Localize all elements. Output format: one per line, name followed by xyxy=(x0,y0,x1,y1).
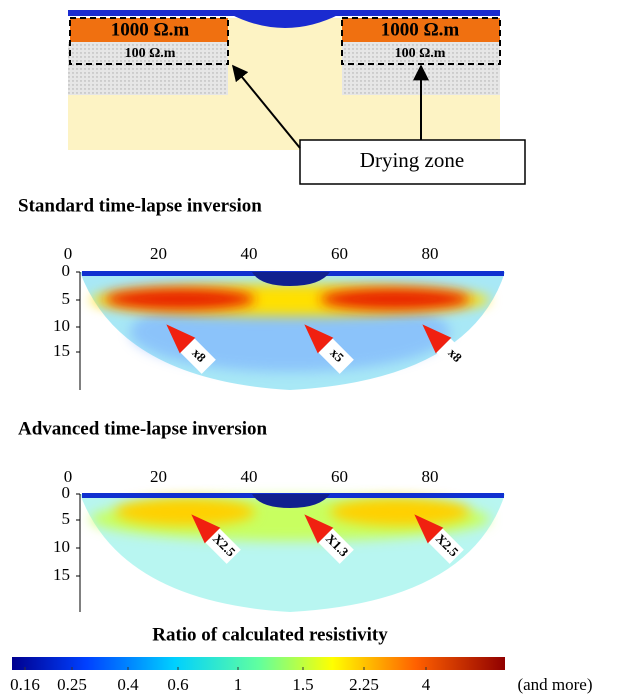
marker-tail xyxy=(436,338,472,374)
y-tick-label: 0 xyxy=(62,483,71,502)
anomaly xyxy=(115,498,255,526)
anomaly xyxy=(330,498,470,526)
schematic: 1000 Ω.m 1000 Ω.m 100 Ω.m 100 Ω.m Drying… xyxy=(68,10,526,185)
x-tick-label: 20 xyxy=(150,467,167,486)
colorbar-label: 0.25 xyxy=(57,675,87,694)
marker-tail xyxy=(180,338,216,374)
y-tick-label: 5 xyxy=(62,509,71,528)
marker-tail xyxy=(428,528,464,564)
callout-label: Drying zone xyxy=(360,148,464,172)
x-tick-label: 0 xyxy=(64,244,73,263)
x-tick-label: 20 xyxy=(150,244,167,263)
panels: Standard time-lapse inversion 0 20 40 60 80 0 5… xyxy=(18,195,505,612)
inversion-section xyxy=(79,493,505,612)
marker-head xyxy=(166,324,196,354)
colorbar-label: 4 xyxy=(422,675,431,694)
ratio-marker: x8 xyxy=(422,324,472,374)
marker-head xyxy=(191,514,221,544)
marker-head xyxy=(422,324,452,354)
marker-tail xyxy=(205,528,241,564)
inversion-section xyxy=(79,271,505,390)
y-tick-label: 15 xyxy=(53,565,70,584)
x-tick-label: 0 xyxy=(64,467,73,486)
colorbar-label: 0.4 xyxy=(117,675,139,694)
marker-tail xyxy=(318,338,354,374)
y-tick-label: 10 xyxy=(53,537,70,556)
marker-tail xyxy=(318,528,354,564)
panel-title: Advanced time-lapse inversion xyxy=(18,418,268,439)
colorbar-label: (and more) xyxy=(517,675,592,694)
drying-zone xyxy=(252,494,330,508)
colorbar-label: 2.25 xyxy=(349,675,379,694)
layer-label: 100 Ω.m xyxy=(125,46,176,61)
x-tick-label: 60 xyxy=(331,467,348,486)
x-tick-label: 40 xyxy=(241,244,258,263)
x-tick-label: 80 xyxy=(422,244,439,263)
y-tick-label: 15 xyxy=(53,341,70,360)
layer-label: 100 Ω.m xyxy=(395,46,446,61)
colorbar-label: 1.5 xyxy=(292,675,313,694)
x-tick-label: 80 xyxy=(422,467,439,486)
ratio-marker: x5 xyxy=(304,324,354,374)
colorbar-label: 1 xyxy=(234,675,243,694)
block-label: 1000 Ω.m xyxy=(111,19,190,40)
anomaly xyxy=(320,288,470,310)
anomaly xyxy=(105,288,255,310)
colorbar xyxy=(12,657,505,670)
marker-head xyxy=(304,324,334,354)
colorbar-labels: 0.16 0.25 0.4 0.6 1 1.5 2.25 4 (and more) xyxy=(10,667,593,694)
colorbar-title: Ratio of calculated resistivity xyxy=(152,624,388,645)
y-tick-label: 10 xyxy=(53,316,70,335)
block-label: 1000 Ω.m xyxy=(381,19,460,40)
colorbar-label: 0.16 xyxy=(10,675,40,694)
x-tick-label: 60 xyxy=(331,244,348,263)
y-tick-label: 5 xyxy=(62,289,71,308)
marker-head xyxy=(414,514,444,544)
colorbar-label: 0.6 xyxy=(167,675,188,694)
ratio-marker: x8 xyxy=(166,324,216,374)
y-tick-label: 0 xyxy=(62,261,71,280)
drying-zone xyxy=(252,272,330,286)
marker-head xyxy=(304,514,334,544)
panel-title: Standard time-lapse inversion xyxy=(18,195,262,216)
x-tick-label: 40 xyxy=(241,467,258,486)
